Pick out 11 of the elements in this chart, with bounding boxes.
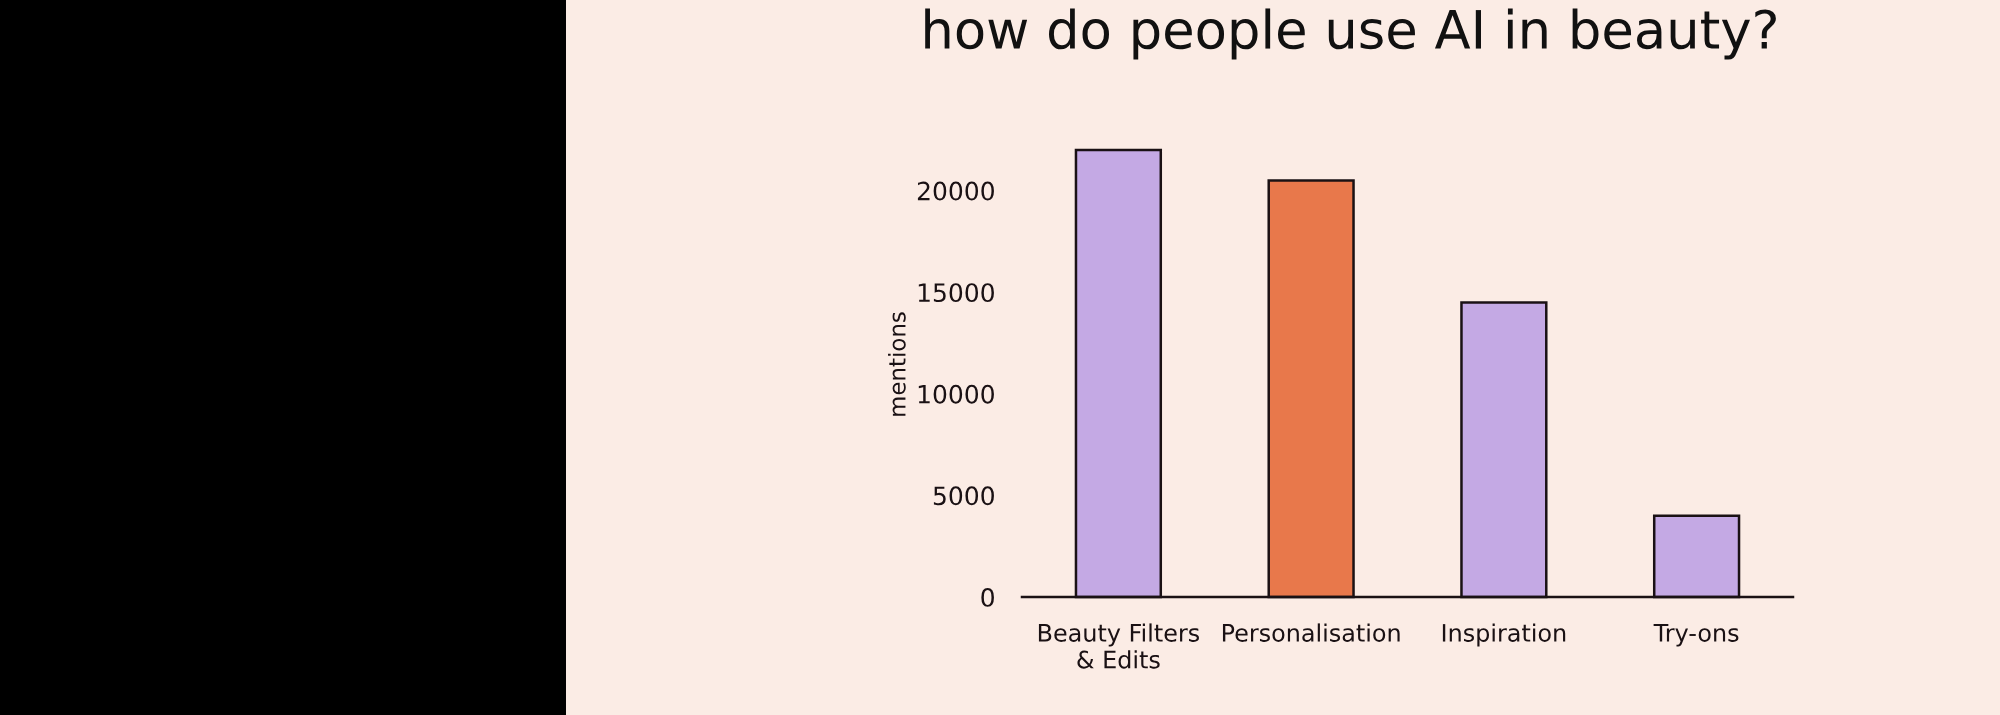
x-tick-label: Beauty Filters & Edits — [1038, 623, 1199, 669]
y-tick-label: 0 — [981, 587, 994, 607]
y-tick-label: 20000 — [917, 181, 994, 201]
x-tick-label: Inspiration — [1442, 623, 1566, 647]
y-tick-label: 5000 — [933, 486, 994, 506]
x-tick-label: Try-ons — [1653, 624, 1739, 647]
y-tick-label: 15000 — [918, 283, 994, 303]
chart-title: how do people use AI in beauty? — [925, 8, 1776, 60]
y-tick-label: 10000 — [918, 384, 994, 404]
x-tick-label: Personalisation — [1222, 623, 1400, 642]
y-axis-title: mentions — [888, 312, 906, 416]
